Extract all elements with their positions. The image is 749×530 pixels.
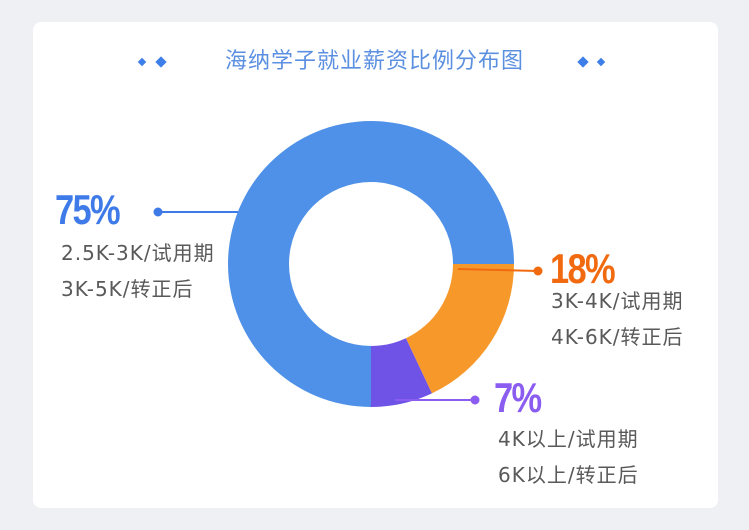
leader-18-line [457,268,539,272]
title-row: 海纳学子就业薪资比例分布图 [0,44,749,80]
donut-slice-7 [371,338,432,407]
chart-title: 海纳学子就业薪资比例分布图 [224,49,524,74]
leader-18-dot [533,266,543,276]
leader-7-dot [470,395,480,405]
slice-desc-18-line2: 4K-6K/转正后 [551,325,684,349]
donut-slices [228,121,514,407]
leader-75-dot [153,207,163,217]
leader-lines [153,207,543,405]
donut-slice-18 [405,264,514,394]
slice-percent-18: 18% [550,245,616,292]
slice-percent-7: 7% [494,374,542,421]
slice-desc-7-line2: 6K以上/转正后 [498,463,639,487]
slice-desc-18-line1: 3K-4K/试用期 [551,289,684,313]
slice-desc-75-line2: 3K-5K/转正后 [61,277,194,301]
slice-desc-7-line1: 4K以上/试用期 [498,427,639,451]
slice-percent-75: 75% [55,186,121,233]
slice-desc-75-line1: 2.5K-3K/试用期 [61,241,215,265]
chart-card [33,22,718,508]
donut-slice-75 [228,121,514,407]
